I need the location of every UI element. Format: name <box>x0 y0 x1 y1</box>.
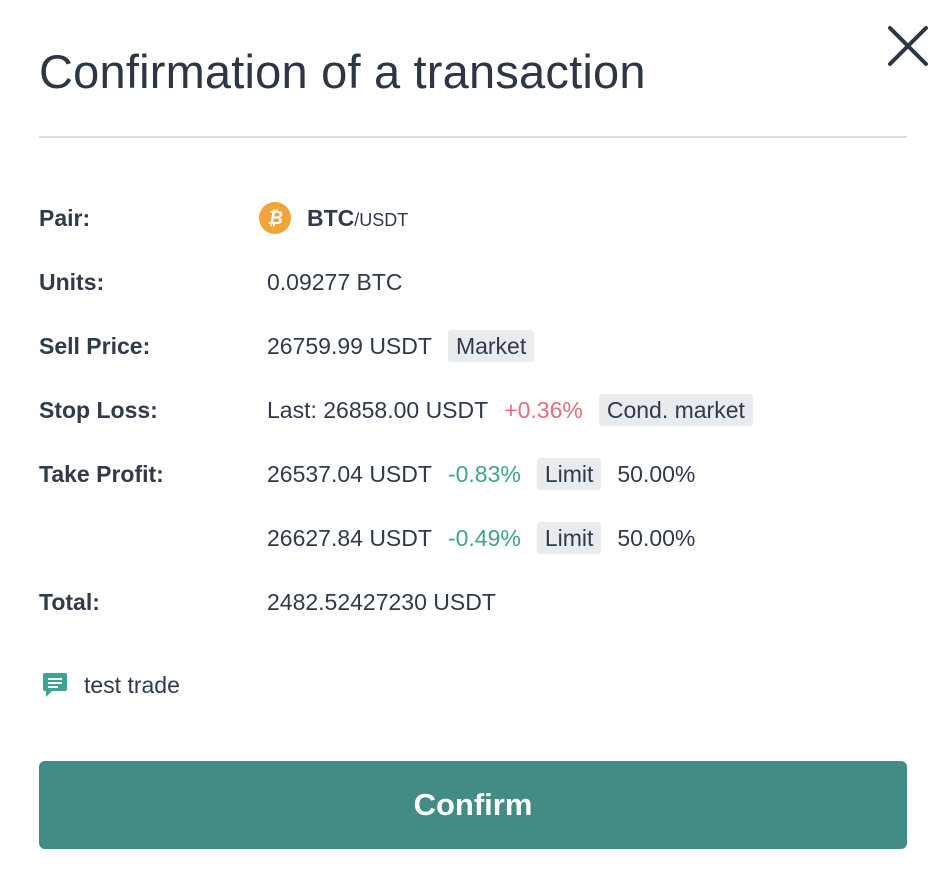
units-label: Units: <box>39 269 105 295</box>
units-value: 0.09277 BTC <box>267 268 403 295</box>
confirm-button[interactable]: Confirm <box>39 761 907 849</box>
take-profit-value: 26537.04 USDT <box>267 460 432 487</box>
close-icon <box>888 26 928 66</box>
take-profit-change: -0.83% <box>447 460 521 487</box>
sell-price-value-container: 26759.99 USDT Market <box>267 328 550 364</box>
pair-label: Pair: <box>39 205 91 231</box>
pair-base: BTC <box>307 204 355 231</box>
stop-loss-value-container: Last: 26858.00 USDT +0.36% Cond. market <box>267 392 769 428</box>
svg-text:₿: ₿ <box>267 208 283 228</box>
sell-price-value: 26759.99 USDT <box>267 332 432 359</box>
stop-loss-type-badge: Cond. market <box>598 394 753 426</box>
close-button[interactable] <box>884 22 932 70</box>
units-value-container: 0.09277 BTC <box>267 264 419 300</box>
pair-value: ₿ BTC /USDT <box>259 200 424 236</box>
take-profit-label: Take Profit: <box>39 461 164 487</box>
take-profit-type-badge: Limit <box>536 522 602 554</box>
take-profit-value: 26627.84 USDT <box>267 524 432 551</box>
sell-price-label: Sell Price: <box>39 333 151 359</box>
stop-loss-label: Stop Loss: <box>39 397 158 423</box>
note-text: test trade <box>84 671 180 698</box>
take-profit-share: 50.00% <box>617 524 696 551</box>
take-profit-type-badge: Limit <box>536 458 602 490</box>
total-label: Total: <box>39 589 100 615</box>
pair-quote: /USDT <box>354 209 409 230</box>
comment-icon <box>43 673 67 697</box>
total-value: 2482.52427230 USDT <box>267 588 496 615</box>
take-profit-share: 50.00% <box>617 460 696 487</box>
header-divider <box>39 136 907 138</box>
dialog-title: Confirmation of a transaction <box>39 45 646 98</box>
stop-loss-change: +0.36% <box>504 396 583 423</box>
take-profit-target-1: 26537.04 USDT -0.83% Limit 50.00% <box>267 456 711 492</box>
trade-note: test trade <box>42 668 180 702</box>
bitcoin-icon: ₿ <box>259 202 291 234</box>
total-value-container: 2482.52427230 USDT <box>267 584 512 620</box>
take-profit-change: -0.49% <box>447 524 521 551</box>
sell-price-type-badge: Market <box>447 330 535 362</box>
take-profit-target-2: 26627.84 USDT -0.49% Limit 50.00% <box>267 520 711 556</box>
stop-loss-value: Last: 26858.00 USDT <box>267 396 489 423</box>
